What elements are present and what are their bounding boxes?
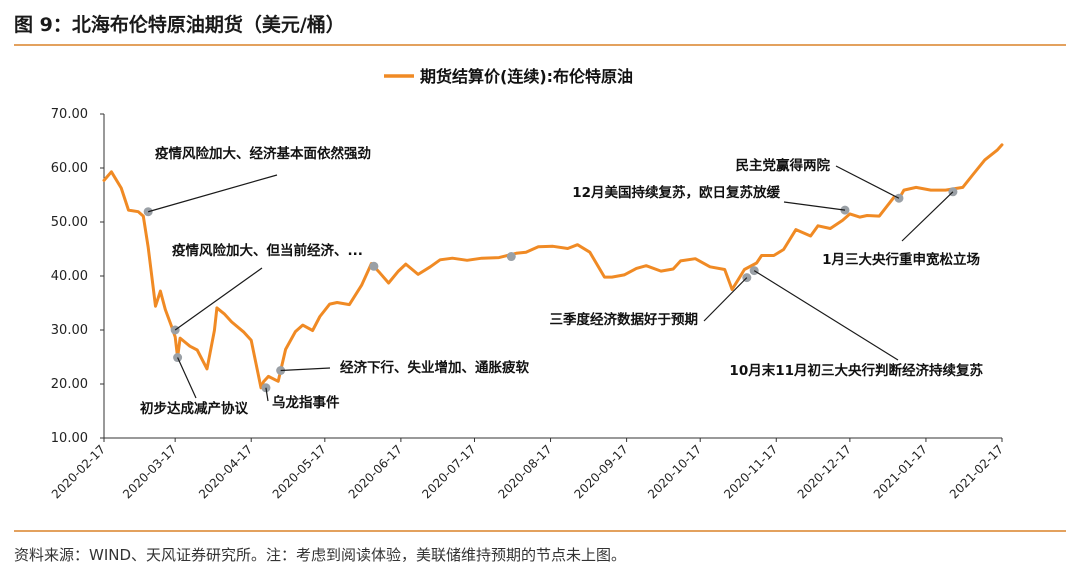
annotation-label: 民主党赢得两院 (736, 157, 831, 174)
annotation-label: 1月三大央行重申宽松立场 (822, 251, 980, 268)
x-tick-label: 2021-02-17 (947, 442, 1006, 501)
annotation-leader (703, 277, 748, 322)
annotation-leader (265, 387, 269, 402)
axes: 10.00 20.00 30.00 40.00 50.00 60.00 70.00 2020-… (49, 107, 1006, 501)
annotation-label: 10月末11月初三大央行判断经济持续复苏 (729, 362, 983, 379)
x-tick-label: 2020-12-17 (795, 442, 854, 501)
series-line-brent (102, 143, 1004, 390)
x-tick-label: 2020-07-17 (419, 442, 478, 501)
annotation-leader (783, 201, 846, 211)
annotation-leader (174, 267, 263, 331)
annotation-leader (835, 165, 900, 199)
y-tick-label: 10.00 (51, 431, 88, 446)
y-tick-label: 70.00 (51, 107, 88, 122)
y-tick-label: 40.00 (51, 269, 88, 284)
annotation-leader (147, 174, 278, 213)
y-tick-label: 60.00 (51, 161, 88, 176)
legend: 期货结算价(连续):布伦特原油 (384, 67, 633, 86)
top-rule (14, 44, 1066, 46)
x-tick-label: 2020-10-17 (645, 442, 704, 501)
chart-area: 10.00 20.00 30.00 40.00 50.00 60.00 70.00 2020-… (49, 67, 1006, 501)
event-marker (506, 252, 516, 262)
bottom-rule (14, 530, 1066, 532)
annotation-label: 三季度经济数据好于预期 (550, 311, 699, 328)
legend-label: 期货结算价(连续):布伦特原油 (420, 67, 633, 86)
annotation-label: 乌龙指事件 (272, 394, 340, 411)
x-tick-label: 2020-03-17 (120, 442, 179, 501)
annotation-label: 初步达成减产协议 (140, 400, 248, 417)
x-tick-label: 2020-09-17 (572, 442, 631, 501)
x-tick-label: 2021-01-17 (871, 442, 930, 501)
event-marker (369, 261, 379, 271)
annotation-leader (280, 367, 331, 372)
x-tick-label: 2020-06-17 (346, 442, 405, 501)
x-tick-label: 2020-02-17 (49, 442, 108, 501)
x-tick-label: 2020-05-17 (270, 442, 329, 501)
y-tick-label: 30.00 (51, 323, 88, 338)
annotation-label: 疫情风险加大、经济基本面依然强劲 (155, 145, 371, 162)
x-tick-label: 2020-11-17 (721, 442, 780, 501)
annotation-label: 疫情风险加大、但当前经济、... (172, 242, 363, 259)
annotation-leader (177, 357, 197, 399)
annotation-label: 经济下行、失业增加、通胀疲软 (340, 359, 529, 376)
annotation-label: 12月美国持续复苏，欧日复苏放缓 (572, 184, 780, 201)
annotation-leader (753, 270, 899, 361)
y-tick-label: 50.00 (51, 215, 88, 230)
y-tick-label: 20.00 (51, 377, 88, 392)
annotation-leader (901, 191, 954, 242)
chart-title: 图 9：北海布伦特原油期货（美元/桶） (14, 14, 345, 36)
source-note: 资料来源：WIND、天风证券研究所。注：考虑到阅读体验，美联储维持预期的节点未上… (14, 546, 627, 564)
x-tick-label: 2020-08-17 (495, 442, 554, 501)
x-tick-label: 2020-04-17 (196, 442, 255, 501)
